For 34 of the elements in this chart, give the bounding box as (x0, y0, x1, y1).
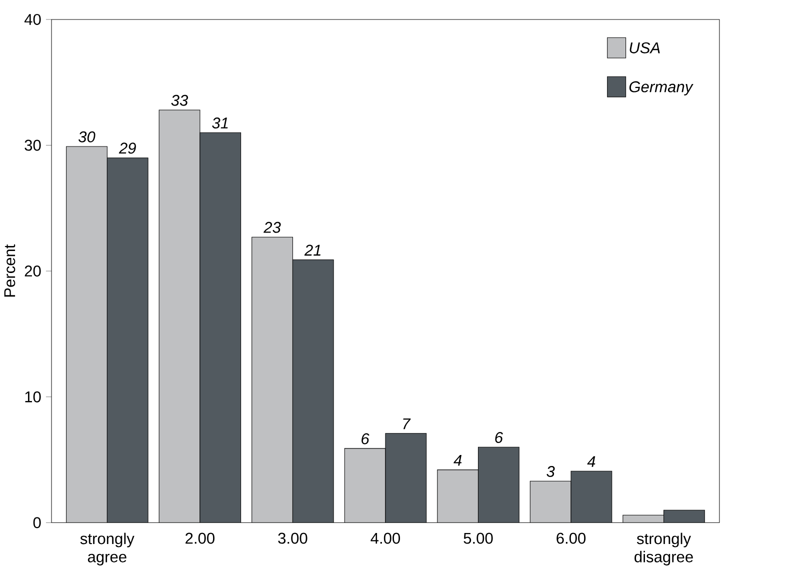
legend-label: Germany (629, 81, 694, 96)
bar (252, 236, 293, 523)
x-tick-label: 2.00 (186, 532, 214, 544)
data-label: 33 (171, 95, 188, 106)
bar (344, 448, 386, 523)
x-tick-label: strongly agree (80, 532, 134, 566)
y-tick-label: 20 (24, 266, 41, 277)
data-label: 4 (454, 455, 462, 466)
bar (622, 514, 664, 523)
legend-label: USA (630, 42, 660, 54)
data-label: 23 (264, 222, 281, 234)
data-label: 30 (78, 131, 96, 142)
bar (158, 110, 200, 523)
data-label: 29 (118, 142, 136, 154)
data-label: 4 (587, 456, 596, 468)
data-label: 7 (403, 418, 411, 430)
y-tick-label: 40 (24, 14, 41, 26)
x-tick-label: 4.00 (370, 532, 400, 544)
x-tick-label: 6.00 (556, 532, 586, 544)
bar (530, 481, 572, 523)
y-tick-label: 30 (24, 140, 41, 151)
bar (66, 146, 108, 523)
y-tick-label: 10 (25, 391, 41, 402)
y-axis-title: Percent (4, 244, 16, 297)
data-label: 31 (212, 118, 228, 129)
x-tick-label: strongly disagree (634, 532, 693, 566)
data-label: 6 (495, 432, 503, 444)
bar (437, 470, 478, 523)
data-label: 21 (304, 244, 320, 256)
x-tick-label: 3.00 (278, 532, 308, 544)
y-tick-label: 0 (33, 517, 41, 528)
data-label: 6 (362, 433, 370, 444)
x-tick-label: 5.00 (464, 532, 493, 544)
data-label: 3 (546, 466, 555, 478)
